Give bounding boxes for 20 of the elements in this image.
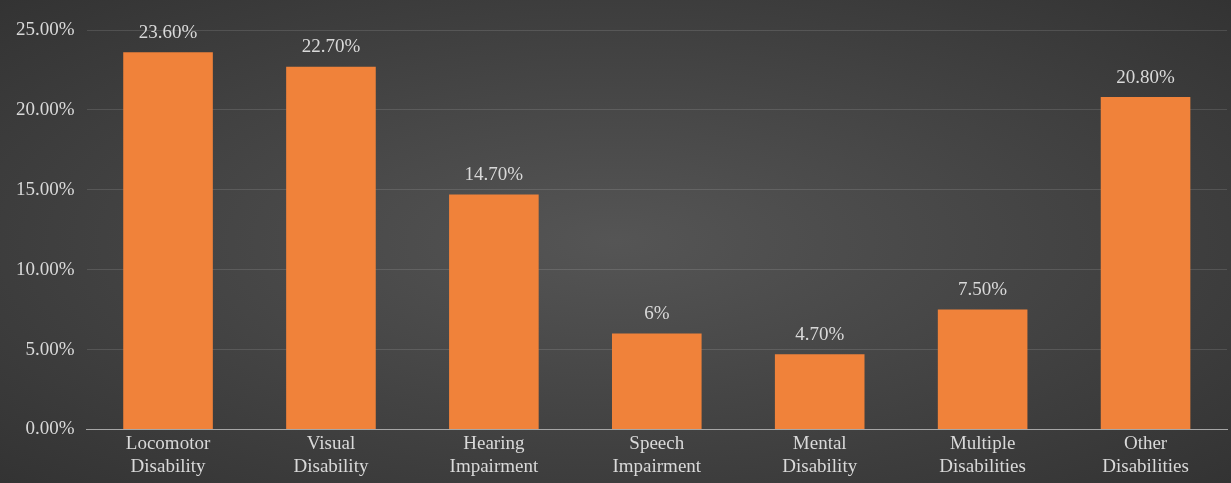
- y-tick-label: 20.00%: [16, 97, 75, 119]
- x-tick-label: Mental Disability: [782, 431, 858, 476]
- data-label: 20.80%: [1116, 65, 1175, 87]
- data-label: 6%: [644, 302, 670, 324]
- y-tick-label: 5.00%: [25, 337, 75, 359]
- y-tick-label: 15.00%: [16, 177, 75, 199]
- x-tick-label: Other Disabilities: [1102, 431, 1189, 476]
- x-tick-label: Visual Disability: [293, 431, 369, 476]
- data-label: 14.70%: [464, 163, 524, 185]
- data-label: 7.50%: [958, 278, 1008, 300]
- y-tick-label: 0.00%: [25, 417, 75, 439]
- x-tick-label: Locomotor Disability: [125, 431, 211, 476]
- data-label: 23.60%: [138, 20, 198, 42]
- x-tick-label: Multiple Disabilities: [939, 431, 1026, 476]
- x-tick-label: Speech Impairment: [612, 431, 702, 476]
- y-tick-label: 25.00%: [16, 17, 75, 39]
- y-tick-label: 10.00%: [16, 257, 75, 279]
- data-label: 22.70%: [301, 35, 361, 57]
- x-tick-label: Hearing Impairment: [449, 431, 539, 476]
- data-label: 4.70%: [795, 322, 845, 344]
